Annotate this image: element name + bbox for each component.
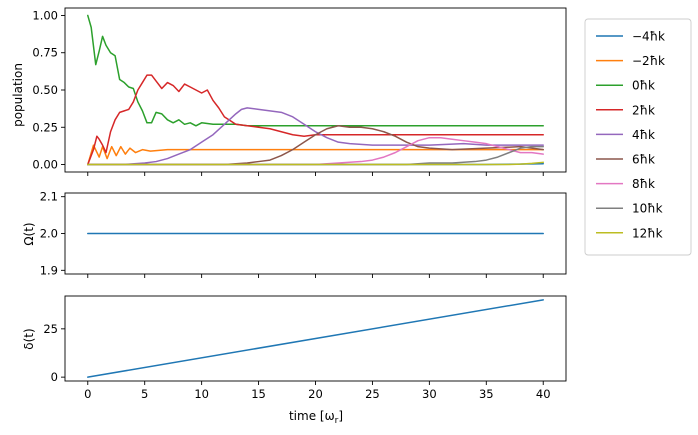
population-lines <box>87 14 544 166</box>
delta-panel: 0 25 0 5 10 15 20 25 30 35 40 δ(t) time [ωr] <box>22 295 567 426</box>
legend-items: −4ħk −2ħk 0ħk 2ħk 4ħk 6ħk 8ħk 10ħk 12ħk <box>596 30 665 240</box>
xtick-label: 25 <box>365 387 380 401</box>
legend-label: 12ħk <box>632 226 663 240</box>
population-panel: 0.00 0.25 0.50 0.75 1.00 population <box>11 7 567 176</box>
series-line-0-4 <box>87 107 544 166</box>
population-yticks: 0.00 0.25 0.50 0.75 1.00 <box>32 8 65 172</box>
ytick-label: 0.75 <box>32 46 58 60</box>
omega-panel: 1.9 2.0 2.1 Ω(t) <box>22 190 567 278</box>
legend-frame <box>584 18 692 256</box>
series-line-2-0 <box>87 299 544 378</box>
ytick-label: 1.9 <box>40 263 58 277</box>
delta-xticks: 0 5 10 15 20 25 30 35 40 <box>84 381 551 401</box>
time-xlabel-close: ] <box>338 409 343 423</box>
time-xlabel: time [ωr] <box>289 409 343 426</box>
ytick-label: 25 <box>43 322 58 336</box>
series-line-0-5 <box>87 125 544 166</box>
ytick-label: 2.0 <box>40 227 58 241</box>
xtick-label: 10 <box>194 387 209 401</box>
delta-yticks: 0 25 <box>43 322 65 384</box>
delta-lines <box>87 299 544 378</box>
legend-label: 4ħk <box>632 128 655 142</box>
ytick-label: 0.00 <box>32 158 58 172</box>
legend: −4ħk −2ħk 0ħk 2ħk 4ħk 6ħk 8ħk 10ħk 12ħk <box>584 18 692 256</box>
population-xticks <box>87 172 544 176</box>
legend-label: −4ħk <box>632 30 665 44</box>
series-line-0-2 <box>87 14 544 127</box>
delta-ylabel: δ(t) <box>22 328 36 349</box>
omega-ylabel: Ω(t) <box>22 222 36 245</box>
legend-label: −2ħk <box>632 54 665 68</box>
ytick-label: 0 <box>51 370 58 384</box>
xtick-label: 5 <box>141 387 148 401</box>
omega-yticks: 1.9 2.0 2.1 <box>40 190 65 277</box>
legend-label: 0ħk <box>632 79 655 93</box>
series-line-0-1 <box>87 144 544 166</box>
ytick-label: 0.50 <box>32 83 58 97</box>
xtick-label: 15 <box>251 387 266 401</box>
series-line-0-8 <box>87 161 544 166</box>
omega-xticks <box>87 274 544 278</box>
ytick-label: 1.00 <box>32 8 58 22</box>
ytick-label: 2.1 <box>40 190 58 204</box>
legend-label: 6ħk <box>632 153 655 167</box>
ytick-label: 0.25 <box>32 120 58 134</box>
population-ylabel: population <box>11 63 25 127</box>
time-xlabel-sub: r <box>335 416 339 426</box>
time-xlabel-main: time [ω <box>289 409 335 423</box>
legend-label: 8ħk <box>632 177 655 191</box>
xtick-label: 30 <box>422 387 437 401</box>
legend-label: 2ħk <box>632 103 655 117</box>
xtick-label: 35 <box>479 387 494 401</box>
xtick-label: 0 <box>84 387 91 401</box>
series-line-0-6 <box>87 136 544 166</box>
xtick-label: 40 <box>536 387 551 401</box>
series-line-0-3 <box>87 74 544 166</box>
legend-label: 10ħk <box>632 202 663 216</box>
xtick-label: 20 <box>308 387 323 401</box>
